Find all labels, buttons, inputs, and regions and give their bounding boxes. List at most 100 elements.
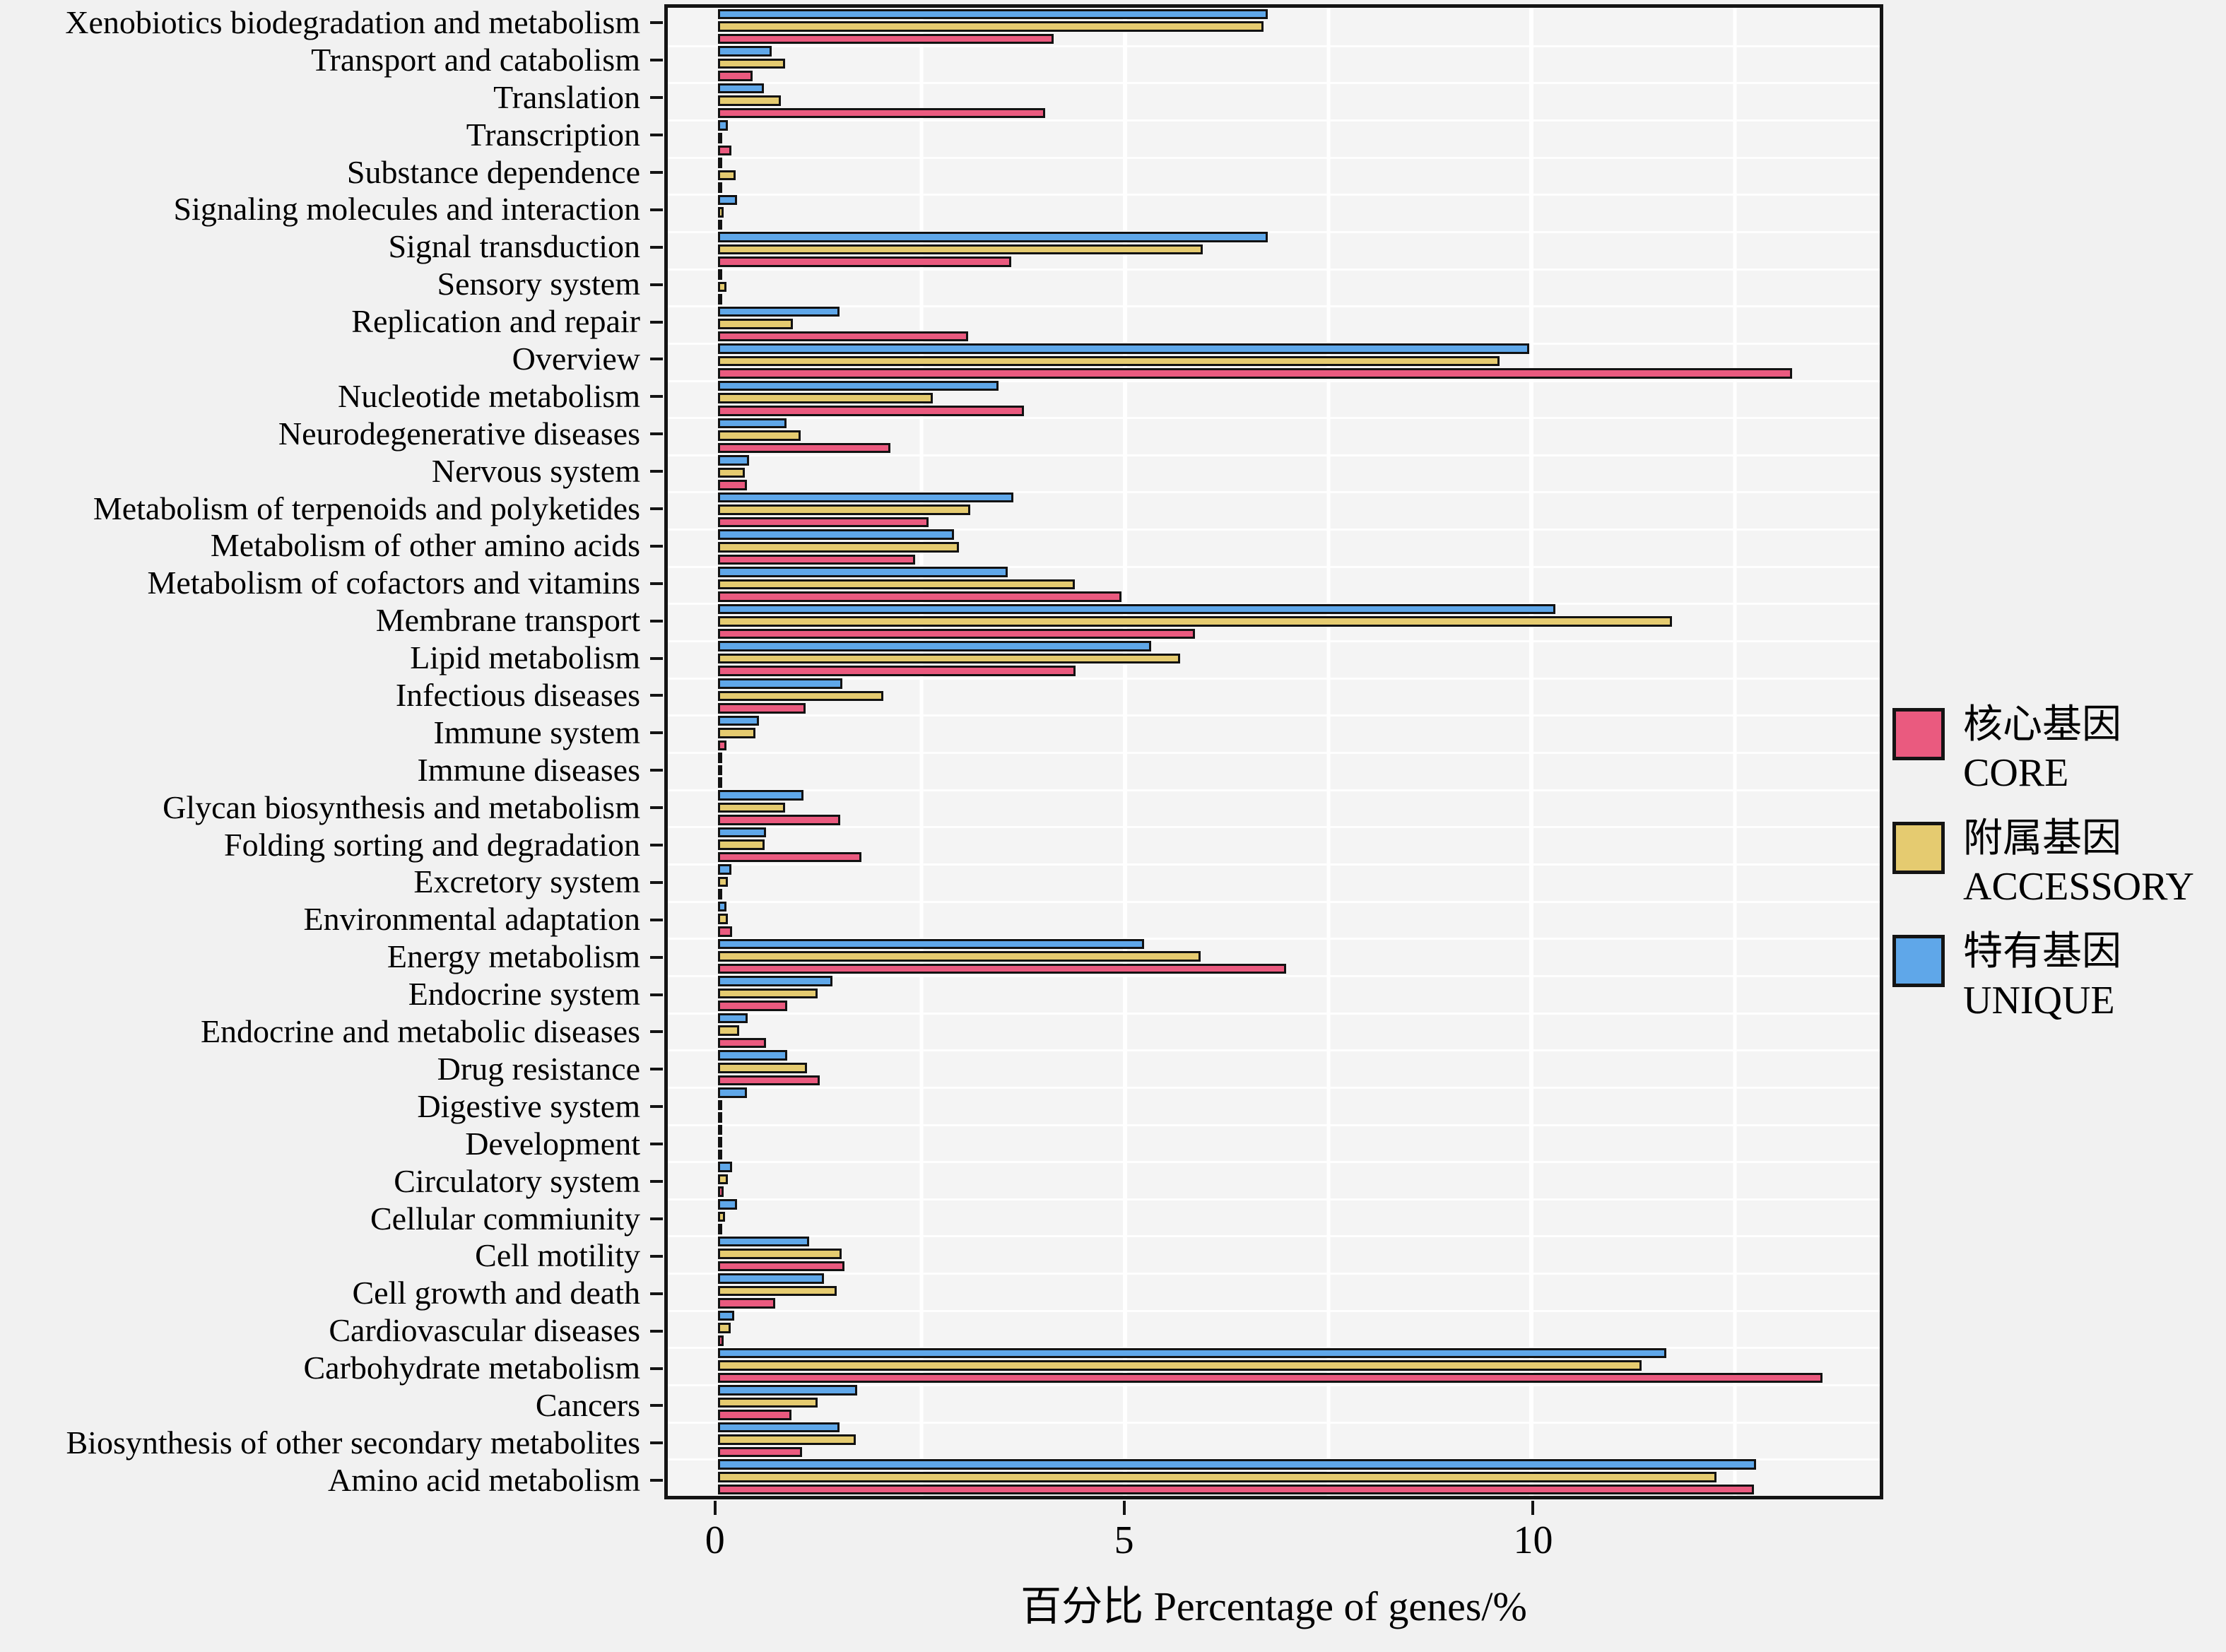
bar-accessory — [718, 21, 1264, 32]
horizontal-gridline — [668, 305, 1880, 308]
bar-group — [718, 640, 1880, 678]
bar-unique — [718, 567, 1008, 577]
bar-unique — [718, 1273, 824, 1284]
y-axis-tick — [650, 880, 663, 884]
vertical-gridline — [1326, 8, 1331, 1496]
bar-unique — [718, 715, 759, 726]
category-label: Excretory system — [0, 863, 663, 901]
category-label-text: Metabolism of terpenoids and polyketides — [93, 490, 640, 526]
horizontal-gridline — [668, 863, 1880, 866]
category-label: Signaling molecules and interaction — [0, 191, 663, 228]
bar-group — [718, 938, 1880, 975]
bar-group — [718, 1458, 1880, 1496]
bar-group — [718, 1087, 1880, 1124]
plot-area — [668, 8, 1880, 1496]
bar-unique — [718, 380, 999, 391]
y-axis-tick — [650, 1292, 663, 1295]
y-axis-tick — [650, 208, 663, 211]
bar-core — [718, 591, 1122, 602]
y-axis-tick — [650, 806, 663, 810]
bar-core — [718, 1484, 1754, 1495]
category-label-text: Digestive system — [417, 1087, 640, 1124]
category-label: Replication and repair — [0, 303, 663, 341]
y-axis-tick — [650, 320, 663, 324]
bar-accessory — [718, 430, 801, 441]
bar-unique — [718, 1124, 723, 1135]
plot-panel — [664, 4, 1883, 1499]
horizontal-gridline — [668, 826, 1880, 829]
legend-label-core: 核心基因 CORE — [1963, 701, 2121, 798]
bar-core — [718, 554, 915, 565]
bar-core — [718, 1037, 767, 1049]
x-axis-tick — [1122, 1501, 1126, 1515]
category-label: Circulatory system — [0, 1162, 663, 1200]
category-label-text: Excretory system — [413, 863, 640, 900]
y-axis-tick — [650, 1367, 663, 1370]
category-label-text: Overview — [512, 341, 640, 377]
bar-accessory — [718, 355, 1500, 367]
bar-group — [718, 8, 1880, 45]
x-axis: 0 5 10 — [664, 1499, 1883, 1577]
category-label: Endocrine system — [0, 976, 663, 1013]
bar-accessory — [718, 393, 934, 403]
bar-unique — [718, 1199, 737, 1210]
y-axis-tick — [650, 432, 663, 436]
horizontal-gridline — [668, 491, 1880, 494]
bar-group — [718, 417, 1880, 454]
category-label: Glycan biosynthesis and metabolism — [0, 789, 663, 827]
bar-group — [718, 82, 1880, 119]
bar-core — [718, 331, 968, 342]
bar-core — [718, 851, 861, 863]
category-label: Transcription — [0, 117, 663, 154]
bar-group — [718, 714, 1880, 752]
category-label: Development — [0, 1126, 663, 1163]
category-label-text: Circulatory system — [394, 1162, 640, 1199]
category-label: Energy metabolism — [0, 938, 663, 976]
y-axis-tick — [650, 1143, 663, 1146]
category-label: Cell motility — [0, 1237, 663, 1275]
y-axis-tick — [650, 619, 663, 623]
bar-core — [718, 406, 1025, 416]
horizontal-gridline — [668, 974, 1880, 977]
vertical-gridline — [919, 8, 924, 1496]
category-label: Folding sorting and degradation — [0, 827, 663, 864]
category-label-text: Energy metabolism — [387, 938, 640, 975]
category-label-text: Cancers — [535, 1386, 640, 1423]
bar-unique — [718, 232, 1268, 242]
bar-group — [718, 454, 1880, 492]
bar-core — [718, 1446, 802, 1458]
category-label: Endocrine and metabolic diseases — [0, 1013, 663, 1051]
horizontal-gridline — [668, 938, 1880, 940]
bar-group — [718, 491, 1880, 529]
bar-accessory — [718, 132, 723, 143]
y-axis-tick — [650, 1329, 663, 1333]
bar-group — [718, 1309, 1880, 1347]
horizontal-gridline — [668, 677, 1880, 680]
bar-unique — [718, 603, 1555, 615]
horizontal-gridline — [668, 194, 1880, 196]
bar-accessory — [718, 467, 746, 478]
category-label: Transport and catabolism — [0, 42, 663, 79]
category-label-text: Membrane transport — [375, 602, 640, 639]
category-label: Lipid metabolism — [0, 639, 663, 677]
bar-unique — [718, 1050, 788, 1061]
bar-unique — [718, 864, 731, 875]
bar-accessory — [718, 95, 781, 106]
x-axis-tick — [1531, 1501, 1535, 1515]
category-label: Translation — [0, 79, 663, 117]
y-axis-tick — [650, 731, 663, 735]
bar-unique — [718, 529, 955, 541]
bar-core — [718, 963, 1286, 974]
bar-accessory — [718, 1472, 1716, 1482]
y-axis-tick — [650, 1217, 663, 1220]
bar-group — [718, 1161, 1880, 1198]
bar-core — [718, 1001, 788, 1011]
horizontal-gridline — [668, 1012, 1880, 1015]
bar-unique — [718, 8, 1268, 20]
bar-core — [718, 368, 1792, 379]
bar-accessory — [718, 1249, 842, 1259]
category-label: Environmental adaptation — [0, 901, 663, 938]
bar-core — [718, 107, 1046, 119]
category-label: Amino acid metabolism — [0, 1462, 663, 1499]
bar-core — [718, 1075, 820, 1086]
